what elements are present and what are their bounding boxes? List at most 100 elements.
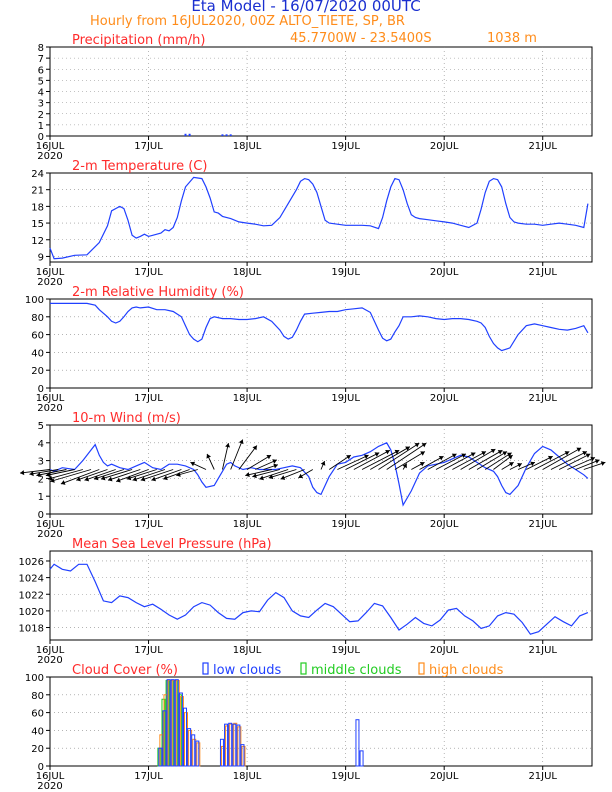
cloud-bar: [158, 747, 163, 767]
wind-vector: [151, 469, 182, 482]
wind-xtick-label: 19JUL: [331, 519, 360, 530]
mslp-xtick-label: 16JUL: [36, 645, 65, 656]
wind-vector-head: [126, 475, 132, 481]
wind-ytick-label: 4: [38, 439, 44, 450]
precip-ytick-label: 2: [38, 110, 44, 121]
mslp-xtick-label: 21JUL: [528, 645, 557, 656]
wind-vector: [575, 459, 600, 470]
wind-vector: [36, 469, 67, 478]
precip-xtick-label: 16JUL: [36, 141, 65, 152]
wind-vector-shaft: [485, 452, 512, 470]
wind-vector: [337, 454, 369, 470]
mslp-line: [49, 563, 589, 635]
cloud-legend-label: high clouds: [429, 663, 504, 678]
cloud-ytick-label: 0: [38, 762, 44, 773]
wind-vector: [542, 447, 582, 470]
wind-vector-shaft: [238, 445, 258, 470]
wind-vector-shaft: [468, 449, 503, 470]
wind-vector-head: [20, 470, 25, 476]
wind-vector-shaft: [435, 453, 467, 470]
wind-vector: [378, 442, 420, 470]
wind-vector-head: [225, 443, 231, 448]
wind-vector-shaft: [353, 449, 391, 470]
cloud-bar: [228, 722, 233, 767]
wind-ytick-label: 5: [38, 421, 44, 432]
temp-ytick-label: 24: [31, 169, 44, 180]
wind-vector: [345, 452, 380, 470]
mslp-xtick-label: 18JUL: [233, 645, 262, 656]
wind-vector-head: [50, 477, 55, 483]
wind-vector: [84, 469, 116, 482]
rh-xtick-label: 21JUL: [528, 393, 557, 404]
mslp-xtick-label: 19JUL: [331, 645, 360, 656]
wind-vector: [280, 469, 305, 480]
wind-vector-head: [45, 472, 51, 478]
wind-xtick-label: 17JUL: [134, 519, 163, 530]
wind-vector-shaft: [427, 453, 457, 470]
temp-xtick-label: 20JUL: [430, 267, 459, 278]
wind-vector: [534, 451, 570, 470]
wind-vector-head: [490, 448, 496, 454]
temp-line: [49, 176, 589, 260]
precip-ytick-label: 1: [38, 121, 44, 132]
cloud-xtick-label: 20JUL: [430, 771, 459, 782]
wind-vector: [402, 463, 408, 470]
rh-xtick-label: 20JUL: [430, 393, 459, 404]
wind-vector-head: [508, 462, 514, 467]
wind-vector-shaft: [328, 454, 352, 470]
wind-ytick-label: 2: [38, 474, 44, 485]
mslp-frame: [49, 550, 593, 641]
wind-vector: [176, 469, 198, 477]
wind-vector-head: [60, 480, 66, 485]
cloud-year-label: 2020: [37, 781, 62, 792]
wind-vector-head: [151, 476, 157, 482]
wind-vector: [107, 469, 141, 482]
wind-vector: [485, 452, 512, 470]
wind-vector: [222, 443, 231, 470]
wind-vector: [246, 454, 272, 470]
cloud-bar: [219, 738, 224, 767]
cloud-legend-label: middle clouds: [311, 663, 402, 678]
wind-vector-shaft: [567, 457, 596, 470]
wind-vector-head: [461, 453, 466, 458]
wind-vector: [468, 449, 503, 470]
wind-vector: [476, 451, 508, 470]
wind-panel: 0 1 2 3 4 5 16JUL2020 17JUL 18JUL 19JUL 20JUL 21JUL…: [19, 411, 606, 540]
wind-vector: [230, 439, 244, 470]
wind-vector-head: [100, 475, 106, 481]
wind-vector-head: [582, 451, 587, 456]
wind-vector-shaft: [419, 455, 444, 470]
rh-xtick-label: 16JUL: [36, 393, 65, 404]
wind-vector-head: [402, 463, 407, 469]
wind-vector-shaft: [47, 469, 83, 480]
wind-vector-head: [238, 439, 244, 445]
cloud-bar: [191, 734, 196, 767]
cloud-title: Cloud Cover (%): [72, 663, 178, 678]
wind-vector-shaft: [386, 442, 427, 470]
wind-vector-head: [272, 459, 277, 464]
wind-vector-shaft: [29, 469, 59, 475]
cloud-legend-swatch: [418, 662, 425, 675]
chart-run-info: Hourly from 16JUL2020, 00Z ALTO_TIETE, S…: [90, 14, 405, 29]
temp-ytick-label: 12: [31, 236, 44, 247]
wind-vector: [76, 469, 108, 482]
wind-vector-shaft: [132, 469, 166, 481]
wind-vector-shaft: [370, 446, 411, 470]
wind-vector-head: [506, 452, 512, 457]
temp-title: 2-m Temperature (C): [72, 159, 207, 174]
wind-vector-shaft: [452, 451, 487, 470]
cloud-ytick-label: 100: [25, 673, 44, 684]
wind-vector-shaft: [460, 448, 496, 470]
wind-vector-head: [385, 449, 390, 455]
cloud-bar: [355, 719, 360, 767]
wind-vector: [386, 442, 427, 470]
wind-vector: [517, 461, 536, 470]
precip-bar: [184, 133, 187, 136]
wind-vector-shaft: [50, 469, 92, 482]
wind-vector-head: [363, 454, 369, 460]
wind-vector: [298, 469, 314, 479]
wind-vector-head: [245, 472, 250, 478]
wind-vector-head: [470, 452, 476, 457]
wind-vector: [361, 449, 400, 470]
